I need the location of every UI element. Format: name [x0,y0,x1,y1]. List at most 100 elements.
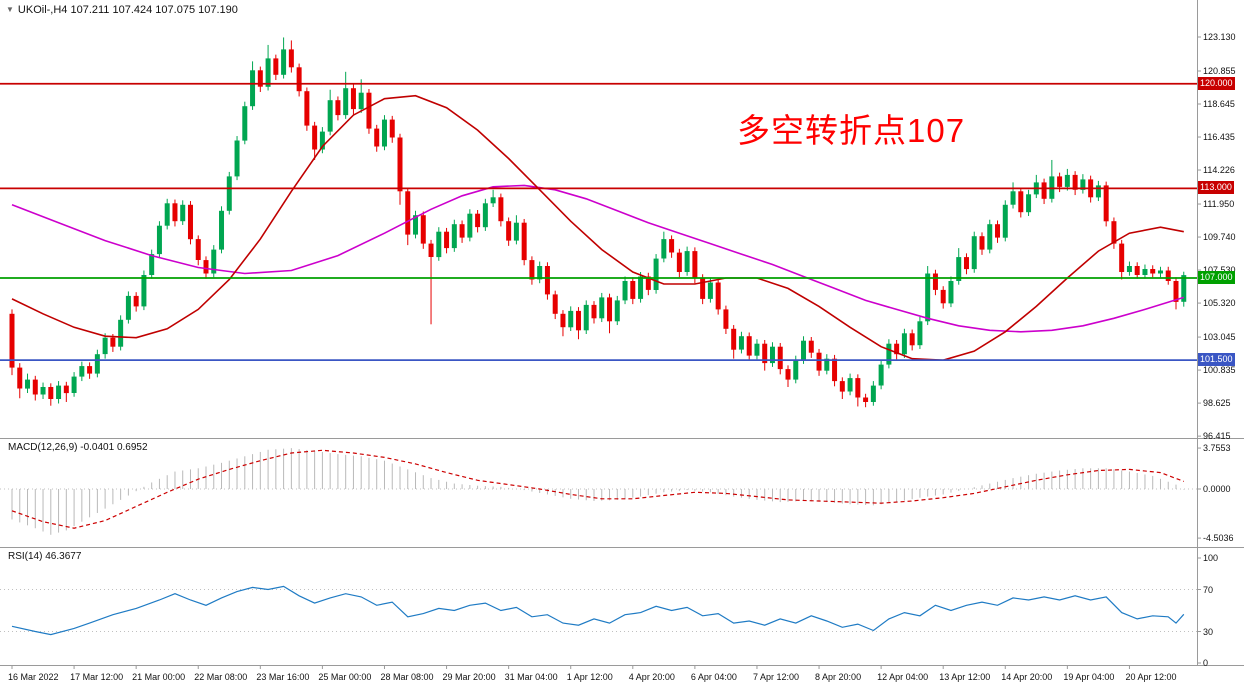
candle [715,282,721,310]
candle [692,251,698,278]
candle [793,360,799,380]
candle [1002,204,1008,238]
candle [583,304,589,331]
candle [1018,191,1024,213]
candle [172,203,178,222]
candle [932,273,938,290]
candle [537,266,543,280]
candle [327,100,333,132]
candle [638,276,644,299]
time-axis-label: 6 Apr 04:00 [690,672,737,682]
candle [281,49,287,75]
price-tag-101.500[interactable]: 101.500 [1198,353,1235,367]
price-tag-113.000[interactable]: 113.000 [1198,181,1234,195]
ma-fast-line [11,94,1184,362]
candle [785,369,791,380]
rsi-line [11,585,1185,636]
price-axis-label: 109.740 [1203,232,1236,243]
candle [987,224,993,250]
candle [1010,191,1016,205]
candle [219,210,225,250]
candle [940,289,946,304]
candle [707,282,713,299]
candle [475,213,481,228]
candle [599,297,605,319]
collapse-chart-icon[interactable]: ▼ [6,5,14,14]
candle [560,313,566,328]
price-tag-120.000[interactable]: 120.000 [1198,76,1235,90]
candle [995,224,1001,238]
candle [63,385,69,394]
candle [1157,270,1163,274]
candle [568,310,574,328]
time-axis-label: 29 Mar 20:00 [442,672,496,682]
candle [288,49,294,68]
candle [1103,185,1109,222]
candle [420,215,426,244]
candle [149,254,155,275]
candle [979,236,985,250]
candle [863,397,869,402]
candle [350,88,356,110]
candle [133,295,139,307]
candle [607,297,613,322]
candle [1041,182,1047,199]
time-axis-label: 19 Apr 04:00 [1063,672,1115,682]
candle [335,100,341,116]
candle [894,343,900,355]
rsi-axis-label: 0 [1203,658,1209,668]
rsi-axis-label: 30 [1203,626,1214,637]
candle [769,346,775,364]
time-axis-label: 14 Apr 20:00 [1001,672,1053,682]
candle [731,328,737,350]
rsi-axis-label: 70 [1203,584,1214,595]
candle [1111,221,1117,244]
candle [1165,270,1171,281]
candle [413,215,419,235]
candle [917,321,923,346]
price-axis-label: 107.530 [1203,265,1236,275]
candle [405,191,411,235]
time-axis-label: 8 Apr 20:00 [815,672,862,682]
candle [358,92,364,110]
chart-annotation[interactable]: 多空转折点107 [737,112,966,149]
candle [164,203,170,226]
candle [257,70,263,87]
candle [684,251,690,272]
time-axis-label: 20 Apr 12:00 [1125,672,1177,682]
candle [669,239,675,253]
candle [700,278,706,299]
candle [110,337,116,347]
candle [156,225,162,255]
candle [312,125,318,150]
time-axis-label: 1 Apr 12:00 [566,672,613,682]
candle [125,295,131,320]
price-axis-label: 111.950 [1203,199,1235,210]
price-tag-107.000[interactable]: 107.000 [1198,270,1235,284]
candle [963,257,969,270]
candle [529,260,535,280]
rsi-axis-label: 100 [1203,553,1219,563]
candle [203,260,209,274]
candle [886,343,892,365]
candle [544,266,550,295]
candle [296,67,302,92]
candle [1126,266,1132,272]
candle [653,258,659,290]
candle [17,367,23,389]
candle [901,333,907,355]
candle [754,343,760,356]
candle [832,358,838,382]
candle [1080,179,1086,190]
candle [839,381,845,392]
candle [319,131,325,150]
candle [374,128,380,147]
candle [187,204,193,240]
candle [118,319,124,347]
time-axis-label: 25 Mar 00:00 [318,672,372,682]
candle [141,275,147,307]
candle [32,379,38,395]
candle [211,249,217,274]
